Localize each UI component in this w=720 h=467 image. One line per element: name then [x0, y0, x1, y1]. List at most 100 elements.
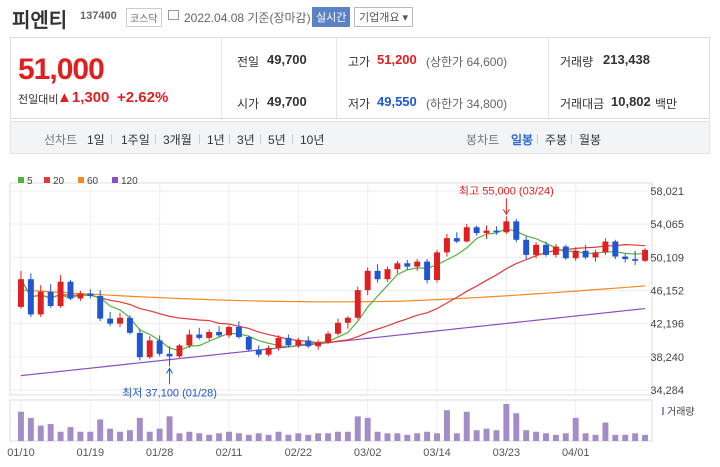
- candle-body: [245, 337, 252, 350]
- x-tick-label: 02/11: [216, 447, 243, 459]
- y-tick-label: 34,284: [650, 385, 684, 397]
- volume-bar: [384, 433, 391, 441]
- volume-bar: [503, 404, 510, 441]
- tab-1d[interactable]: 1일: [87, 133, 105, 147]
- candle-body: [533, 244, 540, 255]
- candle-body: [226, 326, 232, 336]
- realtime-button[interactable]: 실시간: [312, 7, 351, 27]
- company-overview-dropdown[interactable]: 기업개요 ▾: [354, 7, 414, 27]
- volume-bar: [186, 431, 193, 441]
- amount-unit: 백만: [655, 97, 678, 111]
- legend-swatch: [78, 177, 84, 183]
- volume-bar: [17, 411, 24, 441]
- candle-body: [27, 279, 34, 315]
- volume-bar: [77, 431, 84, 441]
- x-tick-label: 01/19: [77, 447, 105, 459]
- candle-body: [463, 227, 470, 242]
- legend-label: 5: [27, 176, 33, 187]
- volume-bar: [27, 417, 34, 441]
- volume-bar: [47, 424, 54, 441]
- candle-body: [285, 337, 292, 346]
- lower-limit: (하한가 34,800): [426, 97, 508, 111]
- volume-bar: [265, 434, 272, 441]
- candle-body: [434, 252, 440, 281]
- candle-body: [325, 333, 332, 343]
- tab-5y[interactable]: 5년: [268, 133, 286, 147]
- divider: [155, 134, 156, 144]
- x-tick-label: 03/02: [354, 447, 382, 459]
- divider: [548, 38, 549, 118]
- change-percent: +2.62%: [117, 89, 169, 106]
- tab-3y[interactable]: 3년: [237, 133, 255, 147]
- volume-bar: [394, 433, 401, 441]
- y-tick-label: 54,065: [650, 219, 684, 231]
- volume-legend-swatch: [662, 407, 664, 415]
- candle-body: [612, 241, 619, 257]
- volume-bar: [354, 416, 361, 441]
- volume-label: 거래량: [560, 55, 594, 69]
- volume-bar: [453, 433, 460, 441]
- volume-bar: [176, 433, 183, 441]
- candlestick-chart: 01/10 01/19 01/28 02/11 02/22 03/02 03/14 03/23…: [7, 176, 694, 459]
- legend-label: 60: [87, 176, 99, 187]
- candle-body: [582, 250, 589, 258]
- amount-label: 거래대금: [560, 97, 605, 111]
- volume-bar: [463, 411, 470, 441]
- volume-bar: [325, 433, 332, 441]
- y-tick-label: 42,196: [650, 319, 684, 331]
- divider: [111, 134, 112, 144]
- candle-body: [483, 230, 490, 234]
- candle-body: [424, 261, 431, 281]
- volume-bar: [434, 433, 440, 441]
- candle-body: [255, 349, 262, 355]
- candle-body: [235, 326, 242, 338]
- candle-body: [315, 342, 322, 347]
- x-tick-label: 03/23: [493, 447, 521, 459]
- volume-bar: [424, 431, 431, 441]
- volume-bar: [582, 433, 589, 441]
- volume-bar: [602, 422, 609, 441]
- ma60-line: [20, 285, 646, 303]
- candle-body: [265, 347, 272, 355]
- change-label: 전일대비: [18, 94, 59, 106]
- tab-daily[interactable]: 일봉: [511, 133, 534, 147]
- volume-bar: [493, 430, 500, 441]
- volume-bar: [562, 433, 569, 441]
- candle-body: [503, 221, 510, 233]
- tab-candle-chart[interactable]: 봉차트: [466, 133, 500, 147]
- upper-limit: (상한가 64,600): [426, 55, 508, 69]
- divider: [229, 134, 230, 144]
- volume-bar: [37, 425, 44, 441]
- tab-10y[interactable]: 10년: [300, 133, 325, 147]
- tab-1w[interactable]: 1주일: [121, 133, 150, 147]
- candle-body: [37, 291, 44, 315]
- candle-body: [493, 230, 500, 233]
- volume-bar: [275, 431, 282, 441]
- volume-bar: [552, 434, 559, 441]
- price-plot-frame: [9, 182, 653, 396]
- candle-body: [552, 246, 559, 255]
- date-label: 2022.04.08 기준(장마감): [184, 11, 311, 25]
- volume-bar: [166, 416, 173, 441]
- tab-monthly[interactable]: 월봉: [579, 133, 602, 147]
- volume-bar: [344, 431, 351, 441]
- tab-3m[interactable]: 3개월: [163, 133, 192, 147]
- candle-body: [374, 270, 381, 280]
- ma5-line: [20, 228, 646, 352]
- divider: [336, 38, 337, 118]
- current-price: 51,000: [18, 53, 105, 86]
- candle-body: [295, 340, 302, 346]
- tab-weekly[interactable]: 주봉: [545, 133, 568, 147]
- tab-1y[interactable]: 1년: [207, 133, 225, 147]
- candle-body: [196, 334, 203, 338]
- volume-bar: [622, 434, 629, 441]
- candle-body: [156, 340, 163, 354]
- volume-bar: [612, 434, 619, 441]
- volume-bar: [87, 431, 94, 441]
- candle-body: [453, 238, 460, 242]
- tab-line-chart[interactable]: 선차트: [44, 133, 78, 147]
- candle-body: [67, 281, 74, 299]
- candle-body: [384, 269, 391, 280]
- candle-body: [77, 293, 84, 299]
- candle-body: [136, 332, 143, 358]
